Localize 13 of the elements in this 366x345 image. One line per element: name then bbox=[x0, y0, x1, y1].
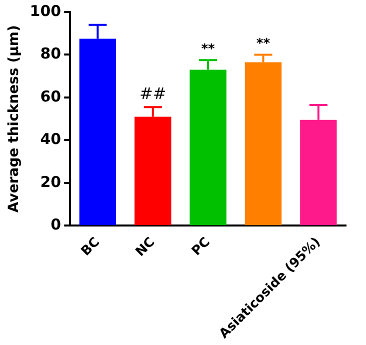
y-tick-label: 0 bbox=[50, 216, 62, 234]
data-label: ** bbox=[256, 36, 270, 52]
data-label: ## bbox=[139, 84, 166, 104]
y-tick-label: 40 bbox=[40, 130, 62, 148]
x-tick-label: BC bbox=[78, 234, 103, 260]
x-tick-label: PC bbox=[189, 234, 214, 259]
x-tick-label: NC bbox=[133, 234, 158, 260]
data-label: ** bbox=[201, 42, 216, 57]
y-tick-label: 80 bbox=[40, 44, 62, 63]
y-tick-label: 60 bbox=[40, 87, 62, 106]
y-axis-title: Average thickness (µm) bbox=[6, 25, 22, 213]
y-tick-label: 20 bbox=[40, 172, 62, 191]
y-tick-label: 100 bbox=[30, 2, 62, 20]
